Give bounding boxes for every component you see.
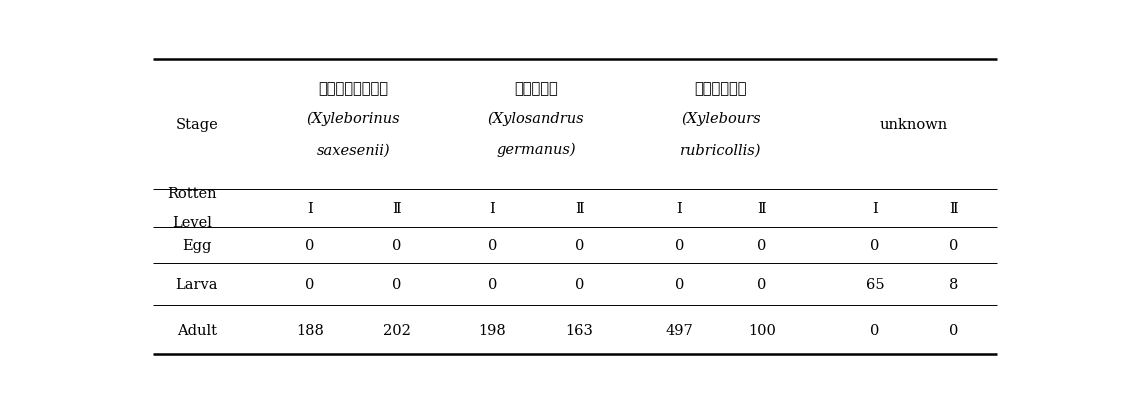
Text: 0: 0 — [392, 238, 402, 252]
Text: Ⅱ: Ⅱ — [393, 201, 401, 215]
Text: 암브로시아나무졸: 암브로시아나무졸 — [319, 81, 388, 96]
Text: (Xylebours: (Xylebours — [681, 111, 761, 126]
Text: rubricollis): rubricollis) — [680, 143, 762, 157]
Text: 0: 0 — [574, 238, 585, 252]
Text: 100: 100 — [748, 323, 776, 337]
Text: (Xyleborinus: (Xyleborinus — [306, 111, 401, 126]
Text: Adult: Adult — [177, 323, 217, 337]
Text: 붉은목나무졸: 붉은목나무졸 — [695, 81, 747, 96]
Text: 0: 0 — [948, 323, 958, 337]
Text: 8: 8 — [948, 278, 958, 292]
Text: I: I — [489, 201, 495, 215]
Text: Larva: Larva — [175, 278, 218, 292]
Text: 0: 0 — [488, 278, 497, 292]
Text: 497: 497 — [665, 323, 693, 337]
Text: 0: 0 — [574, 278, 585, 292]
Text: 202: 202 — [383, 323, 411, 337]
Text: I: I — [872, 201, 877, 215]
Text: 0: 0 — [871, 238, 880, 252]
Text: saxesenii): saxesenii) — [316, 143, 390, 157]
Text: 0: 0 — [948, 238, 958, 252]
Text: Ⅱ: Ⅱ — [757, 201, 766, 215]
Text: (Xylosandrus: (Xylosandrus — [488, 111, 585, 126]
Text: Ⅱ: Ⅱ — [949, 201, 957, 215]
Text: 0: 0 — [305, 278, 314, 292]
Text: germanus): germanus) — [496, 143, 576, 157]
Text: I: I — [307, 201, 313, 215]
Text: I: I — [677, 201, 682, 215]
Text: 오리나무졸: 오리나무졸 — [514, 81, 558, 96]
Text: 0: 0 — [757, 278, 766, 292]
Text: 0: 0 — [757, 238, 766, 252]
Text: 0: 0 — [674, 238, 684, 252]
Text: 188: 188 — [296, 323, 324, 337]
Text: Level: Level — [173, 215, 212, 229]
Text: 0: 0 — [305, 238, 314, 252]
Text: Ⅱ: Ⅱ — [576, 201, 583, 215]
Text: Egg: Egg — [182, 238, 211, 252]
Text: 198: 198 — [479, 323, 506, 337]
Text: 0: 0 — [392, 278, 402, 292]
Text: 0: 0 — [871, 323, 880, 337]
Text: 65: 65 — [866, 278, 884, 292]
Text: 163: 163 — [565, 323, 594, 337]
Text: 0: 0 — [674, 278, 684, 292]
Text: Rotten: Rotten — [167, 187, 218, 201]
Text: unknown: unknown — [880, 118, 948, 132]
Text: Stage: Stage — [175, 118, 218, 132]
Text: 0: 0 — [488, 238, 497, 252]
